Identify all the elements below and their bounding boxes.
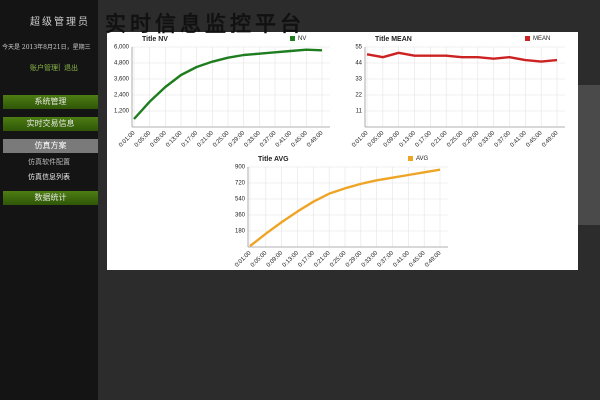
series-line	[366, 51, 558, 63]
legend-swatch	[408, 156, 413, 161]
y-tick-label: 720	[235, 181, 246, 187]
chart-title: Title NV	[142, 36, 168, 43]
chart-modal: Title NV 1,200 2,400 3,600 4,800 6,000 0:01:00…	[107, 32, 578, 270]
y-tick-label: 360	[235, 213, 246, 219]
y-tick-label: 6,000	[114, 45, 130, 51]
x-tick-label: 0:49:00	[424, 250, 443, 269]
chart-title: Title MEAN	[375, 36, 412, 43]
menu-item[interactable]: 仿真方案	[3, 139, 98, 153]
menu-item[interactable]: 数据统计	[3, 191, 98, 205]
sidebar: 超级管理员 今天是 2013年8月21日，星期三 账户管理 | 退出 系统管理 …	[0, 0, 98, 400]
y-tick-label: 11	[356, 109, 363, 115]
legend-label: AVG	[416, 156, 429, 162]
date: 今天是 2013年8月21日，星期三	[2, 44, 91, 51]
logout-link[interactable]: 退出	[64, 64, 78, 72]
menu-item[interactable]: 系统管理	[3, 95, 98, 109]
account-link[interactable]: 账户管理	[30, 64, 58, 72]
chart-title: Title AVG	[258, 156, 289, 163]
y-tick-label: 180	[235, 229, 246, 235]
legend-swatch	[290, 36, 295, 41]
background-panel	[578, 85, 600, 225]
y-tick-label: 33	[355, 77, 362, 83]
menu-item[interactable]: 实时交易信息	[3, 117, 98, 131]
y-tick-label: 3,600	[114, 77, 130, 83]
submenu-item[interactable]: 仿真信息列表	[28, 173, 70, 181]
y-tick-label: 55	[355, 45, 362, 51]
user-name: 超级管理员	[30, 17, 90, 28]
series-line	[249, 168, 441, 248]
x-tick-label: 0:49:00	[541, 130, 560, 149]
submenu-item[interactable]: 仿真软件配置	[28, 158, 70, 166]
charts: Title NV1,2002,4003,6004,8006,0000:01:00…	[114, 36, 565, 269]
legend-label: NV	[298, 36, 306, 42]
page-title: 实时信息监控平台	[105, 11, 305, 36]
y-tick-label: 1,200	[114, 109, 130, 115]
y-tick-label: 4,800	[114, 61, 130, 67]
x-tick-label: 0:49:00	[306, 130, 325, 149]
y-tick-label: 2,400	[114, 93, 130, 99]
y-tick-label: 44	[355, 61, 362, 67]
series-line	[133, 48, 323, 120]
separator: |	[58, 63, 61, 71]
y-tick-label: 900	[235, 165, 246, 171]
y-tick-label: 540	[235, 197, 246, 203]
legend-label: MEAN	[533, 36, 550, 42]
y-tick-label: 22	[355, 93, 362, 99]
legend-swatch	[525, 36, 530, 41]
